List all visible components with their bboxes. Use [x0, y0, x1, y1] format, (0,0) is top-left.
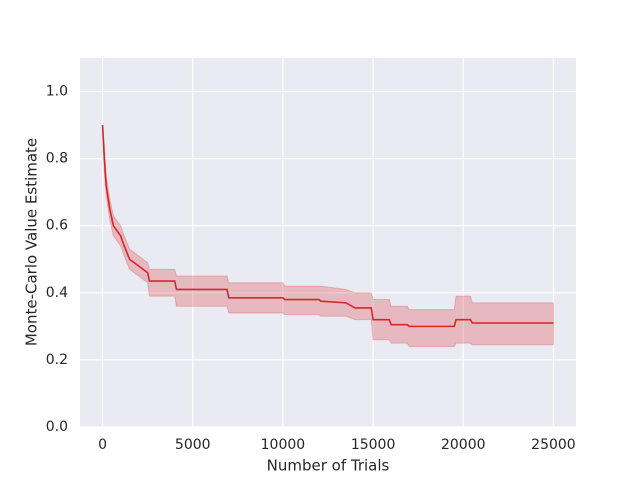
y-axis-title: Monte-Carlo Value Estimate [23, 138, 41, 346]
y-tick-label: 0.2 [46, 352, 68, 368]
x-tick-label: 5000 [175, 437, 211, 453]
x-tick-label: 25000 [531, 437, 576, 453]
x-tick-label: 15000 [351, 437, 396, 453]
x-tick-label: 10000 [261, 437, 306, 453]
x-tick-label: 20000 [441, 437, 486, 453]
y-tick-label: 1.0 [46, 84, 68, 100]
confidence-band [102, 125, 554, 347]
x-axis-title: Number of Trials [267, 457, 390, 475]
x-tick-label: 0 [98, 437, 107, 453]
y-tick-label: 0.8 [46, 151, 68, 167]
y-tick-label: 0.4 [46, 285, 68, 301]
y-tick-label: 0.0 [46, 419, 68, 435]
plot-background [80, 58, 576, 427]
y-tick-label: 0.6 [46, 218, 68, 234]
line [101, 125, 554, 328]
